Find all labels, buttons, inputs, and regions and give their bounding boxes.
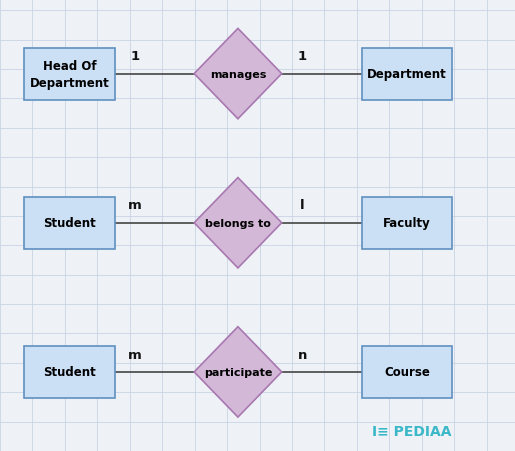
FancyBboxPatch shape [25,198,114,249]
Text: I≡ PEDIAA: I≡ PEDIAA [372,424,452,437]
Polygon shape [194,327,282,417]
Text: l: l [300,199,304,212]
Text: n: n [298,348,307,361]
Text: Department: Department [367,68,447,81]
Text: Course: Course [384,366,430,378]
Text: Student: Student [43,217,96,230]
FancyBboxPatch shape [362,346,452,398]
Polygon shape [194,178,282,268]
Text: Head Of
Department: Head Of Department [30,60,109,89]
FancyBboxPatch shape [25,49,114,100]
Text: 1: 1 [298,50,307,63]
Text: m: m [128,348,142,361]
Text: belongs to: belongs to [205,218,271,228]
FancyBboxPatch shape [362,198,452,249]
FancyBboxPatch shape [25,346,114,398]
Polygon shape [194,29,282,120]
Text: Student: Student [43,366,96,378]
Text: 1: 1 [131,50,140,63]
Text: participate: participate [204,367,272,377]
Text: Faculty: Faculty [383,217,431,230]
Text: manages: manages [210,69,266,79]
FancyBboxPatch shape [362,49,452,100]
Text: m: m [128,199,142,212]
